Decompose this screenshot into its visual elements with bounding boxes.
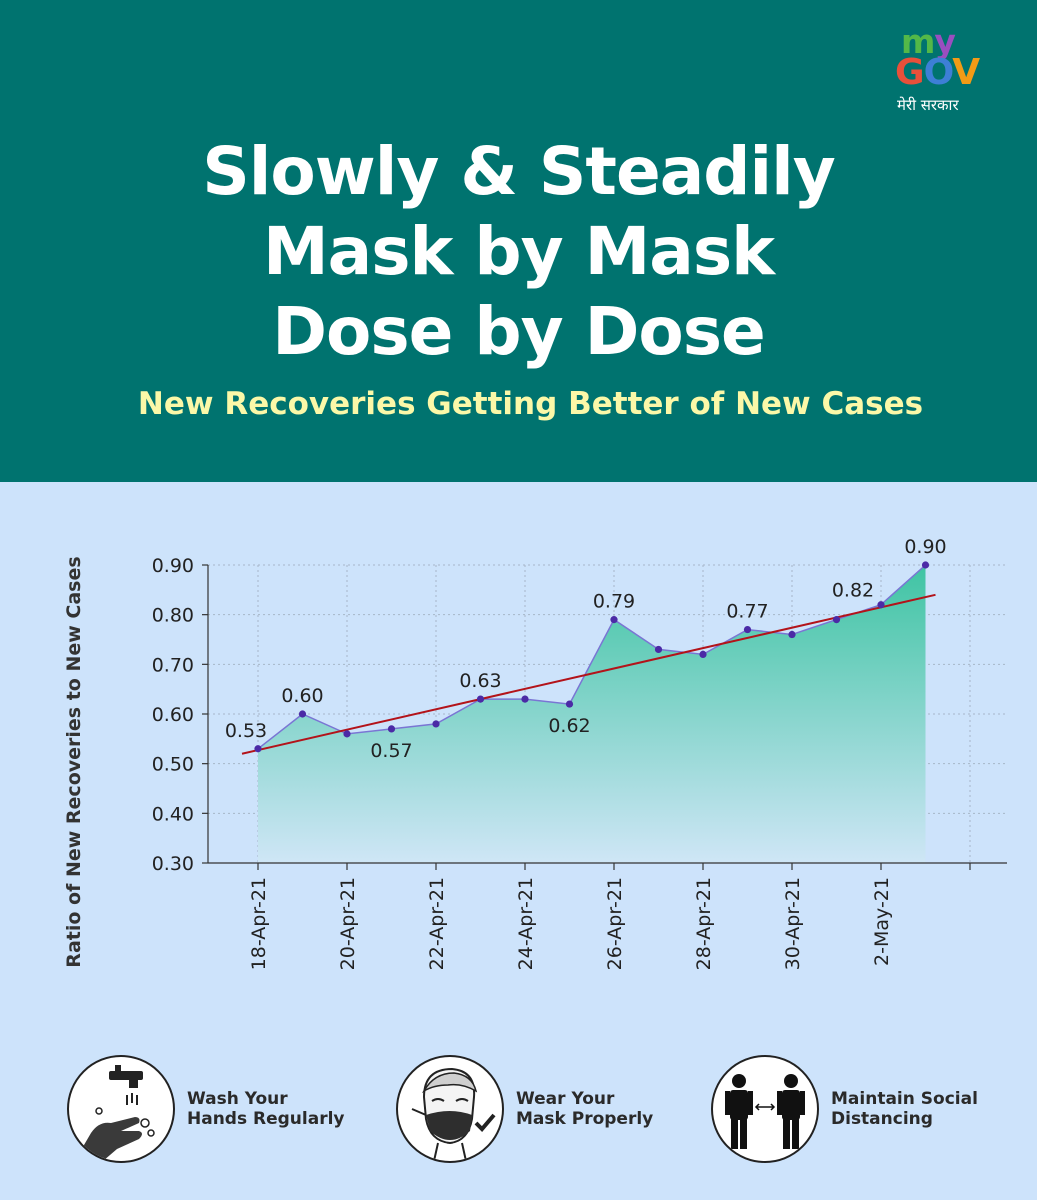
- data-marks: 0.53 0.60 0.57 0.63 0.62 0.79 0.77 0.82 0.90: [225, 536, 947, 762]
- data-point: [877, 601, 885, 609]
- social-distancing-icon: [711, 1055, 819, 1163]
- data-label: 0.79: [593, 591, 635, 613]
- data-point: [699, 650, 707, 659]
- data-point: [921, 561, 930, 569]
- tip-wear-mask: Wear Your Mask Properly: [396, 1055, 706, 1170]
- y-tick-label: 0.70: [152, 654, 194, 676]
- title-line-1: Slowly & Steadily: [202, 133, 836, 210]
- data-point: [521, 695, 529, 703]
- logo-my: my: [901, 22, 956, 61]
- x-tick-label: 26-Apr-21: [604, 877, 626, 970]
- title-line-2: Mask by Mask: [262, 213, 775, 290]
- tip-label: Maintain Social Distancing: [831, 1089, 978, 1129]
- x-tick-label: 30-Apr-21: [782, 877, 804, 970]
- axes: 0.30 0.40 0.50 0.60 0.70 0.80 0.90 18-Apr-21 20-…: [152, 555, 1007, 970]
- tip-label: Wash Your Hands Regularly: [187, 1089, 345, 1129]
- header-banner: my GOV मेरी सरकार Slowly & Steadily Mask…: [0, 0, 1037, 482]
- data-label: 0.62: [548, 715, 590, 737]
- x-tick-label: 28-Apr-21: [693, 877, 715, 970]
- data-point: [254, 745, 262, 753]
- data-point: [832, 616, 841, 624]
- y-tick-label: 0.80: [152, 605, 194, 627]
- title-line-3: Dose by Dose: [272, 293, 766, 370]
- data-point: [343, 730, 351, 738]
- x-tick-label: 18-Apr-21: [248, 877, 270, 970]
- data-label: 0.60: [281, 685, 323, 707]
- handwash-icon: [67, 1055, 175, 1163]
- trend-line: [241, 593, 936, 755]
- subtitle: New Recoveries Getting Better of New Cas…: [137, 386, 924, 422]
- y-axis-title: Ratio of New Recoveries to New Cases: [63, 556, 85, 967]
- logo-gov: GOV: [895, 52, 980, 93]
- x-tick-label: 2-May-21: [871, 877, 893, 966]
- x-tick-label: 22-Apr-21: [426, 877, 448, 970]
- series-line: [257, 564, 926, 750]
- y-tick-label: 0.50: [152, 754, 194, 776]
- data-label: 0.82: [832, 580, 874, 602]
- data-point: [387, 725, 396, 733]
- ratio-chart: Ratio of New Recoveries to New Cases 0.3…: [63, 536, 1007, 970]
- tip-social-distance: Maintain Social Distancing: [711, 1055, 1021, 1170]
- tip-wash-hands: Wash Your Hands Regularly: [67, 1055, 377, 1170]
- data-label: 0.77: [726, 601, 768, 623]
- y-tick-label: 0.90: [152, 555, 194, 577]
- area-fill: [258, 565, 926, 863]
- x-tick-label: 20-Apr-21: [337, 877, 359, 970]
- data-point: [298, 710, 307, 718]
- data-point: [565, 700, 574, 708]
- data-point: [743, 625, 752, 634]
- data-point: [610, 616, 618, 624]
- mask-icon: [396, 1055, 504, 1163]
- y-tick-label: 0.60: [152, 704, 194, 726]
- y-tick-label: 0.40: [152, 803, 194, 825]
- x-tick-label: 24-Apr-21: [515, 877, 537, 970]
- logo-subtitle: मेरी सरकार: [897, 96, 959, 114]
- y-tick-label: 0.30: [152, 853, 194, 875]
- data-label: 0.53: [225, 720, 267, 742]
- tip-label: Wear Your Mask Properly: [516, 1089, 654, 1129]
- data-label: 0.57: [370, 740, 412, 762]
- data-label: 0.63: [459, 670, 501, 692]
- mygov-logo: my GOV मेरी सरकार: [893, 22, 1013, 122]
- data-point: [432, 720, 440, 728]
- data-point: [476, 695, 485, 703]
- data-label: 0.90: [904, 536, 946, 558]
- data-point: [654, 645, 663, 654]
- data-point: [788, 630, 796, 639]
